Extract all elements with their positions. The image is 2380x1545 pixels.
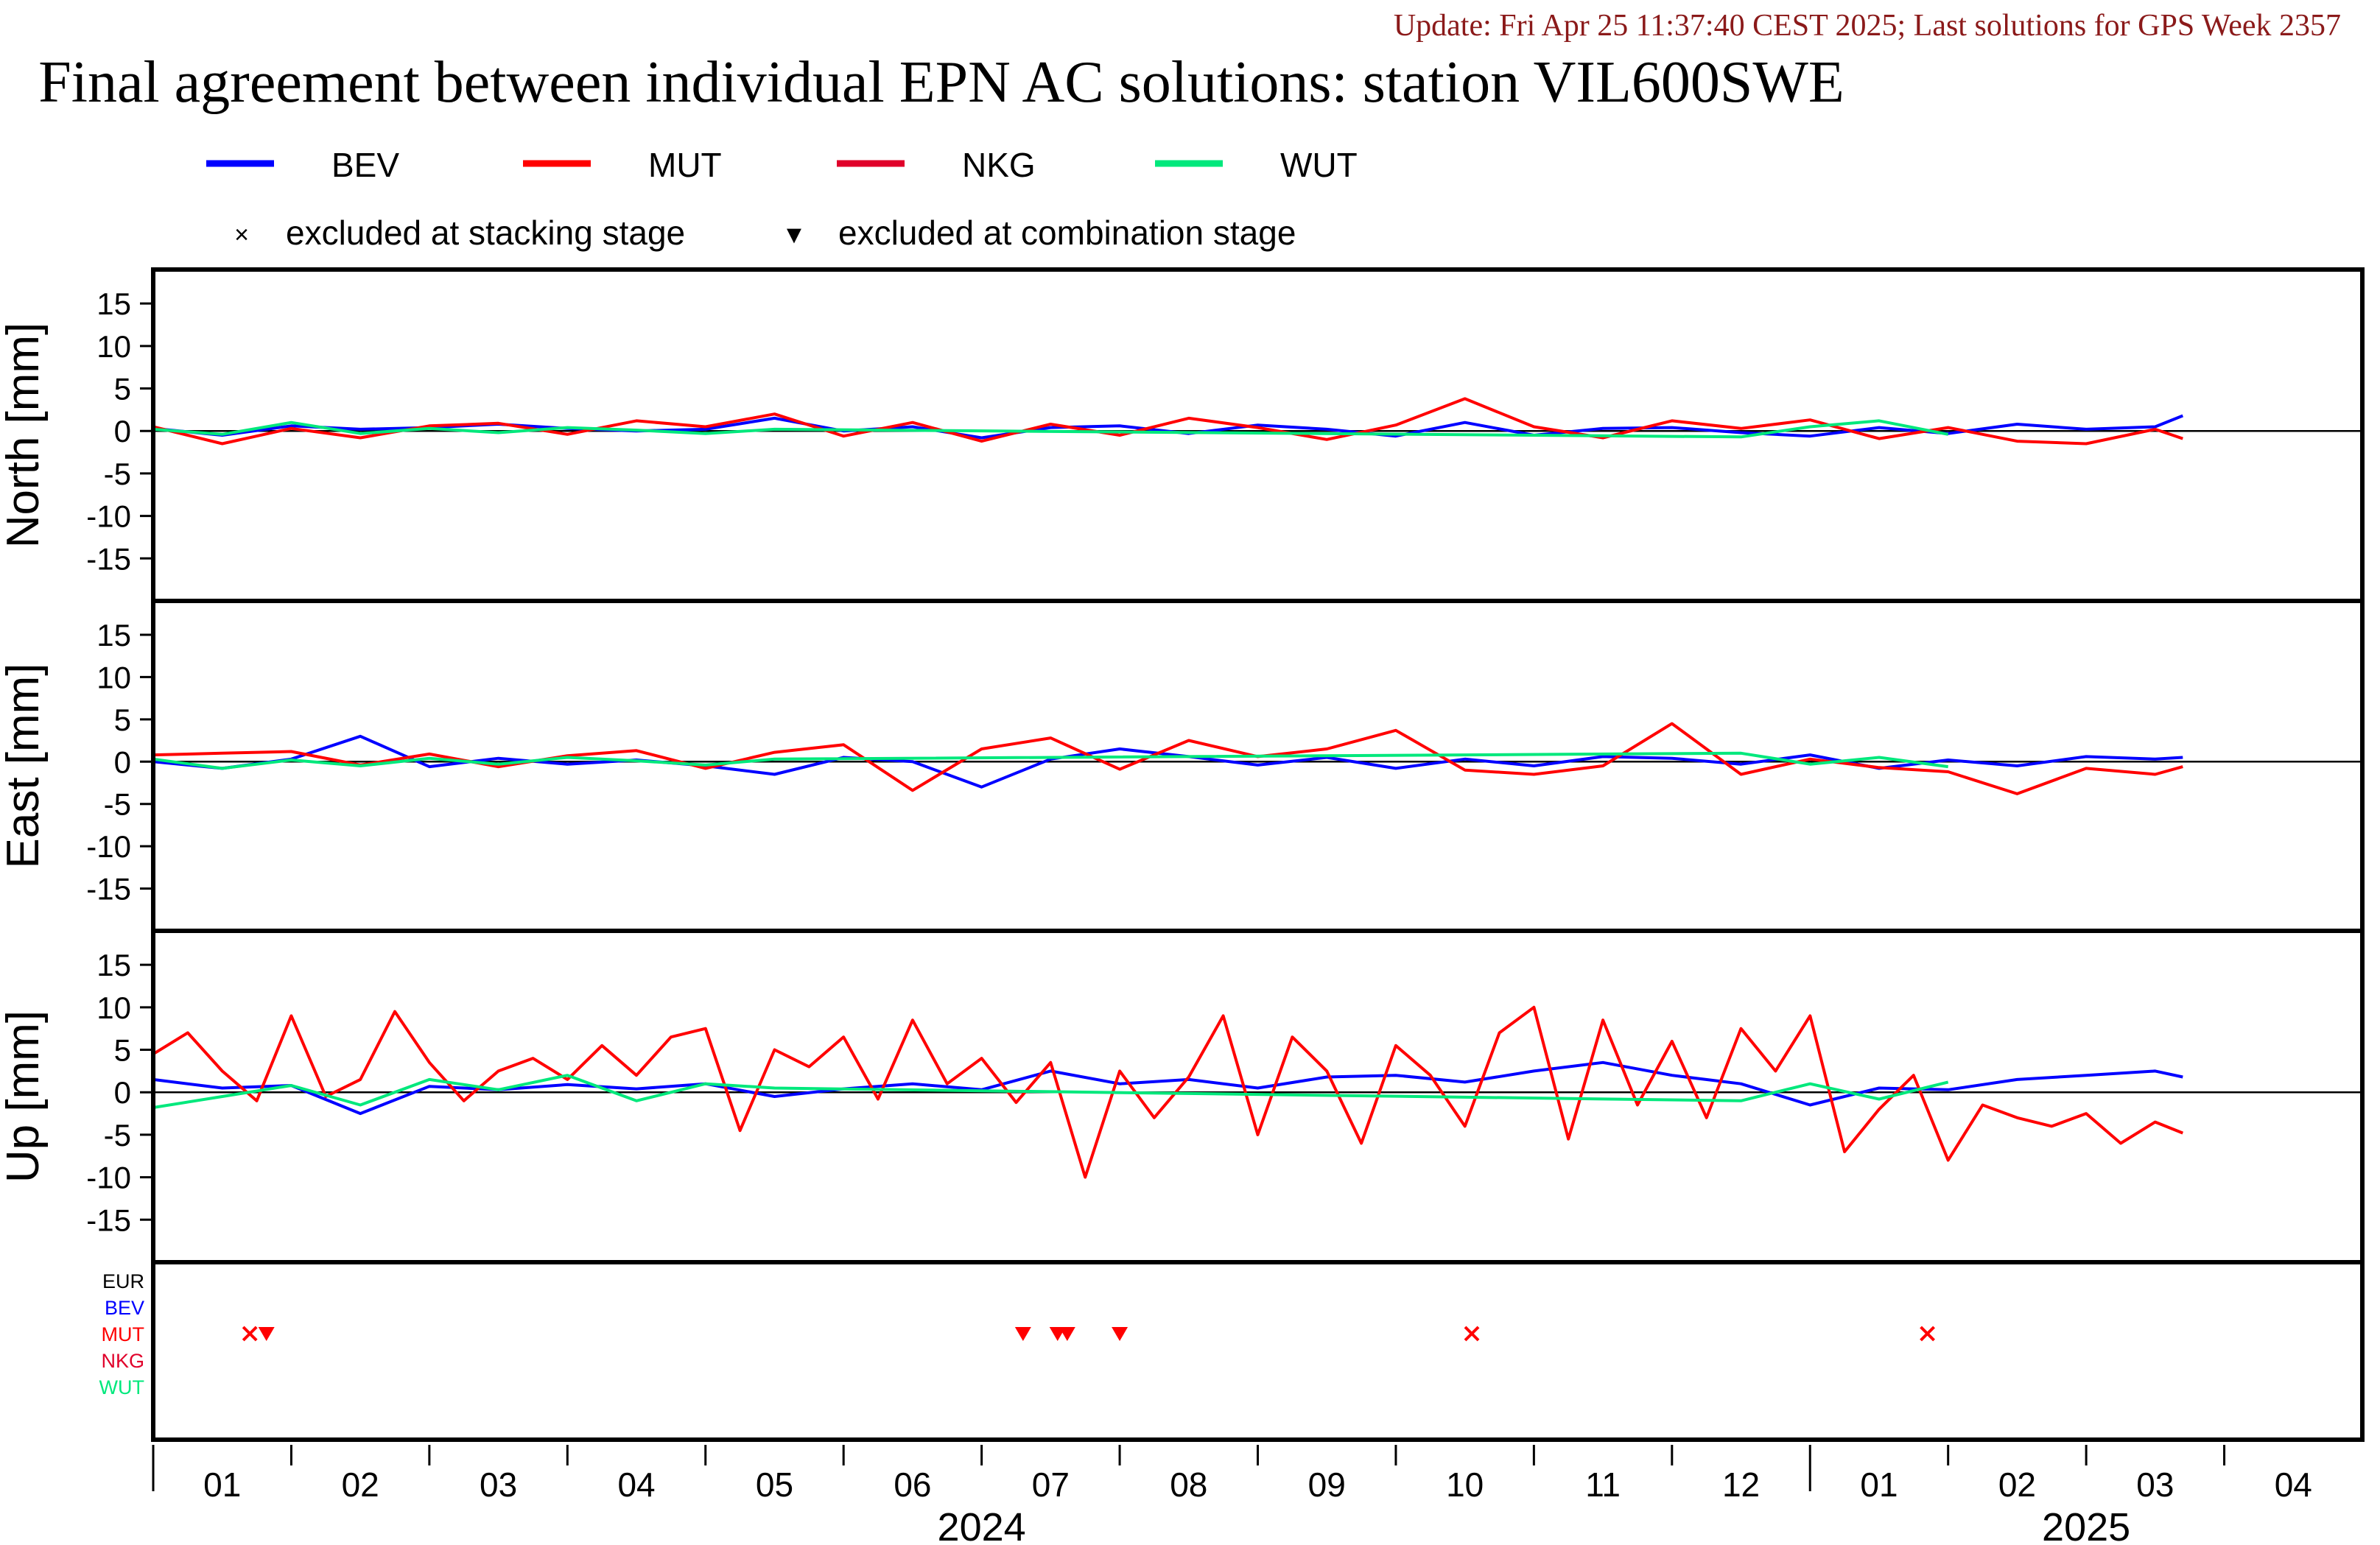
y-tick-label: -5 <box>104 787 131 822</box>
y-tick-label: 10 <box>96 329 131 364</box>
stacking-exclusion-mark <box>242 1326 258 1342</box>
y-tick-label: -15 <box>86 541 131 576</box>
y-tick-label: 15 <box>96 618 131 652</box>
exclusion-panel-frame <box>151 1260 2365 1442</box>
y-tick-label: 10 <box>96 660 131 694</box>
legend-label-nkg: NKG <box>962 146 1036 184</box>
series-line-bev <box>152 414 2184 440</box>
series-line-bev <box>152 1060 2183 1116</box>
month-label: 12 <box>1722 1465 1760 1504</box>
legend-marker-label: excluded at combination stage <box>838 214 1296 252</box>
exclusion-row-label-eur: EUR <box>102 1270 144 1292</box>
series-line-wut <box>152 1074 1949 1109</box>
exclusion-row-label-wut: WUT <box>99 1376 144 1398</box>
y-tick-label: -15 <box>86 1203 131 1237</box>
month-label: 03 <box>480 1465 517 1504</box>
update-line: Update: Fri Apr 25 11:37:40 CEST 2025; L… <box>1394 9 2341 43</box>
y-tick-label: -10 <box>86 829 131 864</box>
y-tick-label: -15 <box>86 872 131 907</box>
combination-exclusion-mark <box>1014 1327 1031 1341</box>
legend-marker-symbol: ▼ <box>782 221 807 249</box>
series-line-wut <box>152 751 1948 770</box>
y-axis-label: East [mm] <box>0 663 49 868</box>
series-line-mut <box>152 397 2183 446</box>
combination-exclusion-mark <box>1112 1327 1128 1341</box>
y-tick-label: 0 <box>114 414 131 448</box>
panel-exclusions: EUR BEV MUT NKG WUT <box>99 1260 2365 1442</box>
panel-north: -15 -10 -5 0 5 10 15 North [mm] <box>0 267 2365 603</box>
month-label: 04 <box>617 1465 655 1504</box>
month-label: 04 <box>2275 1465 2312 1504</box>
year-label: 2025 <box>2042 1505 2130 1545</box>
y-tick-label: -10 <box>86 1161 131 1195</box>
month-label: 08 <box>1170 1465 1207 1504</box>
month-label: 07 <box>1032 1465 1070 1504</box>
month-label: 02 <box>342 1465 379 1504</box>
exclusion-row-label-nkg: NKG <box>101 1350 144 1372</box>
series-line-mut <box>152 1005 2184 1179</box>
panel-east: -15 -10 -5 0 5 10 15 East [mm] <box>0 599 2365 933</box>
y-tick-label: -5 <box>104 1118 131 1152</box>
month-label: 02 <box>1998 1465 2036 1504</box>
time-axis: 01 02 03 04 05 06 07 08 09 10 11 12 01 02 03 04 2024 2025 <box>152 1445 2312 1545</box>
month-label: 09 <box>1308 1465 1346 1504</box>
year-label: 2024 <box>938 1505 1026 1545</box>
combination-exclusion-mark <box>258 1327 275 1341</box>
legend-label-wut: WUT <box>1280 146 1358 184</box>
y-tick-label: 10 <box>96 990 131 1025</box>
panel-up: -15 -10 -5 0 5 10 15 Up [mm] <box>0 929 2365 1264</box>
legend-marker-symbol: × <box>234 221 249 249</box>
y-axis-label: North [mm] <box>0 323 49 549</box>
month-label: 11 <box>1585 1465 1621 1504</box>
y-tick-label: 5 <box>114 703 131 737</box>
month-label: 06 <box>894 1465 931 1504</box>
y-tick-label: 5 <box>114 372 131 407</box>
y-tick-label: -5 <box>104 457 131 491</box>
y-tick-label: -10 <box>86 499 131 534</box>
exclusion-row-label-bev: BEV <box>105 1297 144 1319</box>
y-tick-label: 0 <box>114 745 131 779</box>
exclusion-row-label-mut: MUT <box>102 1323 144 1345</box>
combination-exclusion-mark <box>1059 1327 1075 1341</box>
month-label: 01 <box>203 1465 241 1504</box>
y-axis-label: Up [mm] <box>0 1010 49 1183</box>
series-line-mut <box>152 722 2183 795</box>
legend-label-bev: BEV <box>331 146 399 184</box>
chart-title: Final agreement between individual EPN A… <box>38 50 1844 115</box>
legend: BEV MUT NKG WUT × excluded at stacking stage ▼… <box>206 146 1358 252</box>
y-tick-label: 5 <box>114 1033 131 1068</box>
stacking-exclusion-mark <box>1464 1326 1480 1342</box>
panel-frame <box>151 929 2365 1264</box>
series-line-wut <box>152 419 1949 439</box>
legend-marker-label: excluded at stacking stage <box>286 214 685 252</box>
stacking-exclusion-mark <box>1920 1326 1935 1342</box>
plot-panels: -15 -10 -5 0 5 10 15 North [mm] -15 -10 -5 0 5 10 15 Ea… <box>0 267 2365 1442</box>
panel-frame <box>151 267 2365 603</box>
month-label: 05 <box>756 1465 793 1504</box>
legend-label-mut: MUT <box>648 146 722 184</box>
month-label: 03 <box>2136 1465 2174 1504</box>
month-label: 01 <box>1860 1465 1898 1504</box>
month-label: 10 <box>1446 1465 1484 1504</box>
y-tick-label: 0 <box>114 1075 131 1110</box>
y-tick-label: 15 <box>96 948 131 982</box>
y-tick-label: 15 <box>96 286 131 321</box>
